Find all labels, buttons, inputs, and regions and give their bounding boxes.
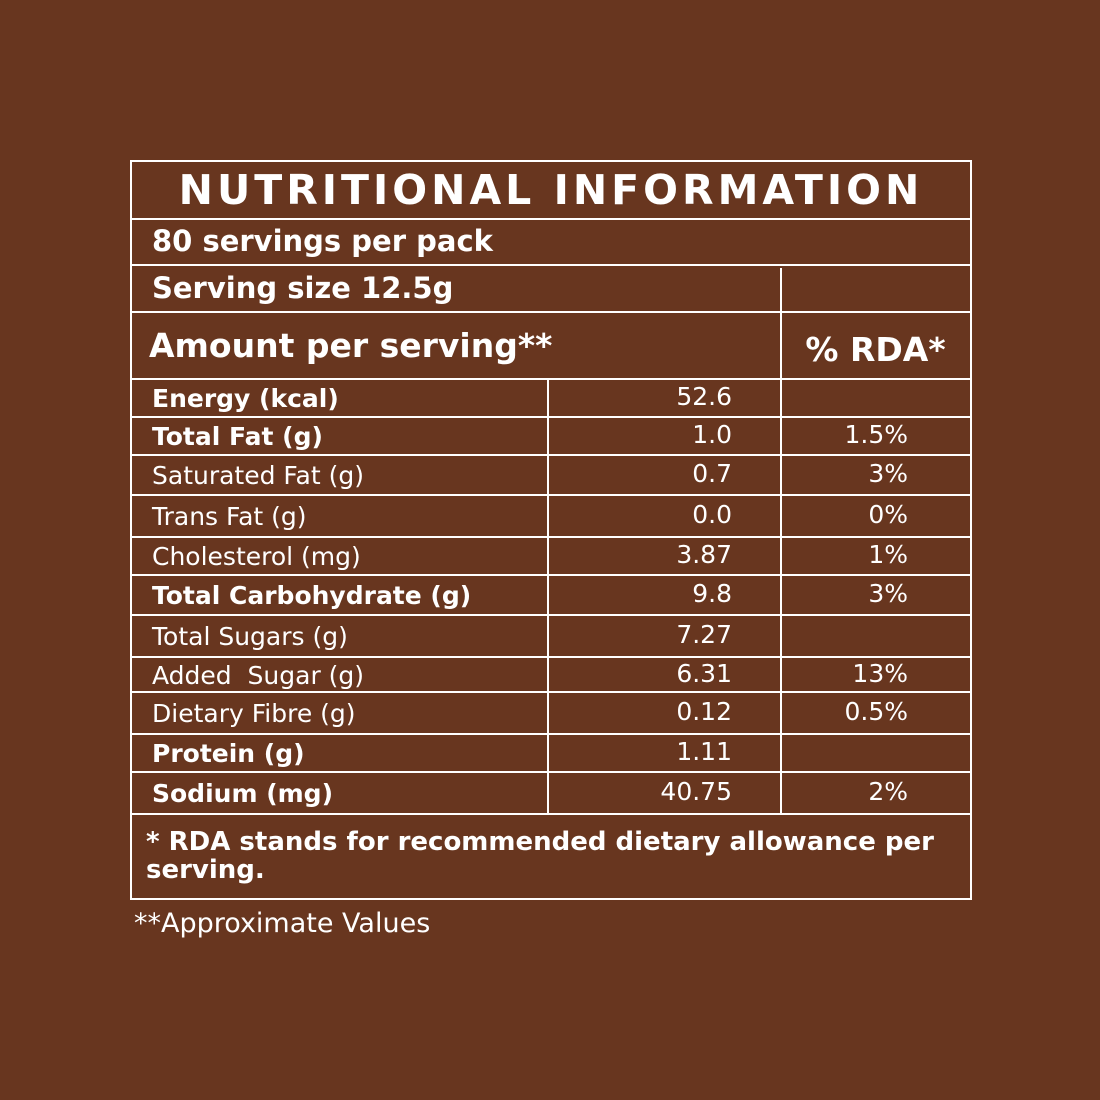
divider <box>130 771 972 773</box>
amount-value: 40.75 <box>660 777 732 806</box>
column-divider <box>780 268 782 815</box>
divider <box>130 536 972 538</box>
divider <box>130 494 972 496</box>
nutrient-name: Total Sugars (g) <box>152 622 348 651</box>
rda-value: 1.5% <box>844 420 908 449</box>
divider <box>130 691 972 693</box>
nutrient-name: Total Fat (g) <box>152 422 323 451</box>
approx-note: **Approximate Values <box>134 908 431 939</box>
title: NUTRITIONAL INFORMATION <box>178 166 924 214</box>
divider <box>130 614 972 616</box>
divider <box>130 218 972 220</box>
column-divider <box>547 380 549 815</box>
servings: 80 servings per pack <box>152 224 493 258</box>
divider <box>130 264 972 266</box>
nutrient-name: Trans Fat (g) <box>152 502 307 531</box>
amount-value: 1.11 <box>676 737 732 766</box>
rda-note: * RDA stands for recommended dietary all… <box>146 827 934 885</box>
amount-value: 0.0 <box>692 500 732 529</box>
amount-value: 0.7 <box>692 459 732 488</box>
amount-value: 9.8 <box>692 579 732 608</box>
divider <box>130 378 972 380</box>
amount-value: 1.0 <box>692 420 732 449</box>
nutrient-name: Saturated Fat (g) <box>152 461 364 490</box>
serving-size: Serving size 12.5g <box>152 271 454 305</box>
nutrient-name: Protein (g) <box>152 739 305 768</box>
amount-label: Amount per serving** <box>149 326 553 365</box>
rda-value: 2% <box>868 777 908 806</box>
amount-value: 3.87 <box>676 540 732 569</box>
rda-value: 0.5% <box>844 697 908 726</box>
divider <box>130 656 972 658</box>
rda-value: 3% <box>868 579 908 608</box>
nutrient-name: Energy (kcal) <box>152 384 339 413</box>
nutrient-name: Sodium (mg) <box>152 779 333 808</box>
divider <box>130 311 972 313</box>
nutrient-name: Total Carbohydrate (g) <box>152 581 472 610</box>
label-border <box>130 160 972 900</box>
nutrient-name: Cholesterol (mg) <box>152 542 361 571</box>
divider <box>130 454 972 456</box>
rda-value: 3% <box>868 459 908 488</box>
amount-value: 6.31 <box>676 658 732 688</box>
amount-value: 0.12 <box>676 697 732 726</box>
nutrient-name: Added Sugar (g) <box>152 660 365 690</box>
divider <box>130 574 972 576</box>
rda-label: % RDA* <box>805 330 946 369</box>
divider <box>130 813 972 815</box>
divider <box>130 416 972 418</box>
amount-value: 7.27 <box>676 620 732 649</box>
rda-value: 1% <box>868 540 908 569</box>
divider <box>130 733 972 735</box>
rda-value: 0% <box>868 500 908 529</box>
nutrient-name: Dietary Fibre (g) <box>152 699 356 728</box>
amount-value: 52.6 <box>676 382 732 411</box>
rda-value: 13% <box>852 658 908 688</box>
